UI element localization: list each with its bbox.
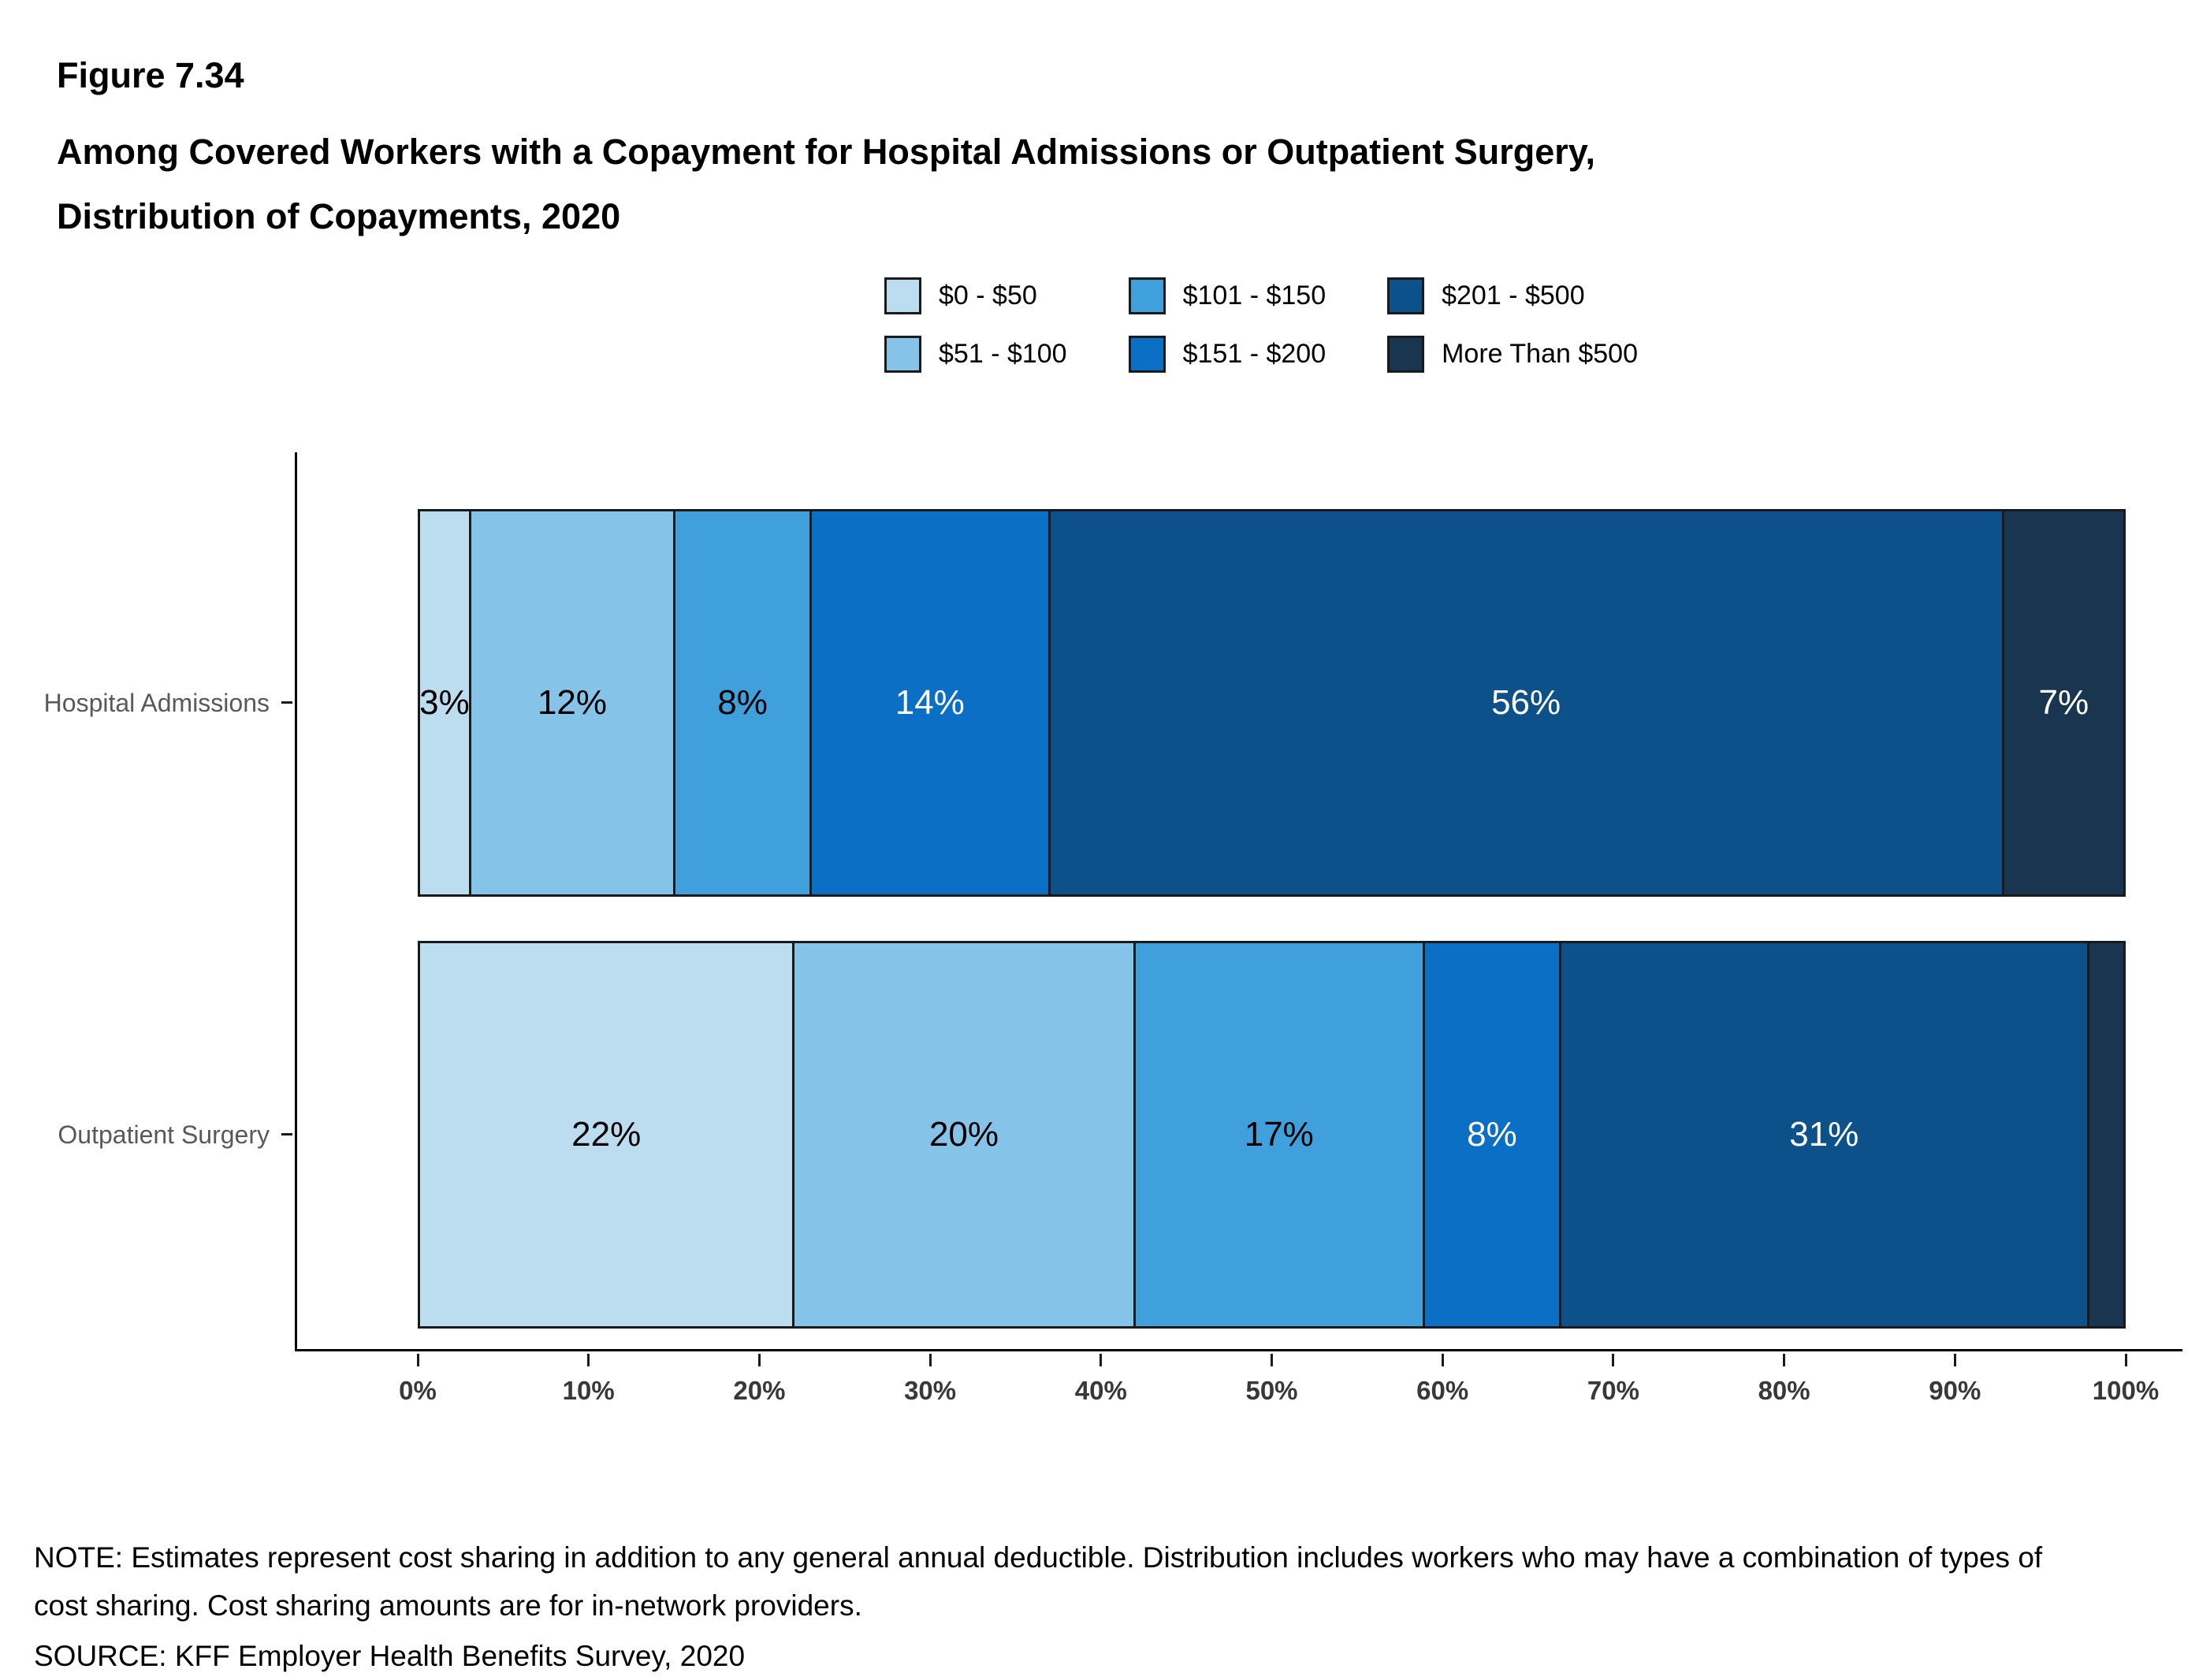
- legend-item: $151 - $200: [1128, 336, 1326, 373]
- x-axis-tick: [757, 1354, 761, 1366]
- y-axis-label: Hospital Admissions: [43, 689, 270, 717]
- x-axis-tick-label: 70%: [1587, 1376, 1639, 1405]
- x-axis-tick: [1953, 1354, 1956, 1366]
- figure-number: Figure 7.34: [57, 55, 244, 95]
- x-axis-tick-label: 50%: [1245, 1376, 1298, 1405]
- segment-value-label: 31%: [1789, 1115, 1859, 1154]
- x-axis-tick: [928, 1354, 932, 1366]
- footnotes: NOTE: Estimates represent cost sharing i…: [34, 1533, 2067, 1680]
- legend-item: More Than $500: [1387, 336, 1638, 373]
- figure-title-line-1: Among Covered Workers with a Copayment f…: [57, 132, 1595, 172]
- y-axis-label: Outpatient Surgery: [58, 1121, 270, 1149]
- y-axis-tick: [281, 1133, 292, 1135]
- bar-segment: 12%: [471, 511, 676, 894]
- source-text: SOURCE: KFF Employer Health Benefits Sur…: [34, 1640, 746, 1672]
- figure-header: Figure 7.34 Among Covered Workers with a…: [57, 55, 1595, 249]
- bar-outpatient-surgery: 22% 20% 17% 8% 31%: [418, 941, 2126, 1329]
- segment-value-label: 56%: [1491, 683, 1561, 722]
- x-axis-tick-label: 90%: [1929, 1376, 1981, 1405]
- note-text: NOTE: Estimates represent cost sharing i…: [34, 1541, 2043, 1622]
- legend-item: $0 - $50: [884, 277, 1067, 314]
- bar-hospital-admissions: 3% 12% 8% 14% 56% 7%: [418, 509, 2126, 897]
- x-axis-tick-label: 0%: [399, 1376, 437, 1405]
- bar-segment: 56%: [1050, 511, 2004, 894]
- legend-label: $201 - $500: [1442, 281, 1585, 310]
- bar-segment: 14%: [812, 511, 1051, 894]
- bar-segment: 8%: [675, 511, 813, 894]
- bar-segment: 3%: [419, 511, 471, 894]
- segment-value-label: 20%: [928, 1115, 999, 1154]
- legend-label: $151 - $200: [1182, 339, 1326, 369]
- segment-value-label: 8%: [717, 683, 768, 722]
- legend-label: More Than $500: [1442, 339, 1638, 369]
- legend-swatch: [1128, 277, 1166, 314]
- x-axis-tick: [416, 1354, 419, 1366]
- x-axis-tick: [1271, 1354, 1273, 1366]
- bar-segment: 20%: [794, 943, 1136, 1326]
- segment-value-label: 14%: [895, 683, 965, 722]
- bar-segment: 31%: [1561, 943, 2089, 1326]
- x-axis-tick-label: 100%: [2092, 1376, 2160, 1405]
- legend-item: $101 - $150: [1128, 277, 1326, 314]
- bar-segment: 17%: [1135, 943, 1425, 1326]
- segment-value-label: 8%: [1467, 1115, 1517, 1154]
- x-axis-tick-label: 20%: [733, 1376, 786, 1405]
- legend-swatch: [1387, 336, 1425, 373]
- figure-title: Among Covered Workers with a Copayment f…: [57, 120, 1595, 249]
- figure-title-line-2: Distribution of Copayments, 2020: [57, 196, 621, 236]
- legend-swatch: [1128, 336, 1166, 373]
- legend-label: $101 - $150: [1182, 281, 1326, 310]
- x-axis-tick: [1441, 1354, 1444, 1366]
- legend: $0 - $50 $51 - $100 $101 - $150 $151 - $200…: [884, 277, 1638, 373]
- legend-swatch: [884, 277, 922, 314]
- stacked-bar-chart: 3% 12% 8% 14% 56% 7% 22% 20% 17% 8% 31% 0% 10% 20% 30%…: [0, 452, 2199, 1516]
- bar-segment: 7%: [2004, 511, 2123, 894]
- legend-item: $51 - $100: [884, 336, 1067, 373]
- x-axis-tick-label: 30%: [904, 1376, 957, 1405]
- y-axis-tick: [281, 701, 292, 704]
- x-axis-tick: [2124, 1354, 2127, 1366]
- x-axis-tick-label: 80%: [1758, 1376, 1810, 1405]
- segment-value-label: 22%: [571, 1115, 642, 1154]
- segment-value-label: 7%: [2038, 683, 2089, 722]
- x-axis-tick: [1783, 1354, 1786, 1366]
- bar-segment: 8%: [1424, 943, 1561, 1326]
- segment-value-label: 12%: [537, 683, 608, 722]
- x-axis-tick: [587, 1354, 590, 1366]
- x-axis-tick: [1612, 1354, 1615, 1366]
- legend-swatch: [884, 336, 922, 373]
- x-axis-tick-label: 60%: [1416, 1376, 1469, 1405]
- bar-segment: 22%: [420, 943, 795, 1326]
- segment-value-label: 17%: [1244, 1115, 1314, 1154]
- x-axis-tick-label: 40%: [1074, 1376, 1127, 1405]
- bar-segment: [2089, 943, 2123, 1326]
- legend-swatch: [1387, 277, 1425, 314]
- legend-label: $0 - $50: [939, 281, 1037, 310]
- legend-label: $51 - $100: [939, 339, 1067, 369]
- legend-item: $201 - $500: [1387, 277, 1638, 314]
- x-axis-tick-label: 10%: [562, 1376, 615, 1405]
- plot-panel: 3% 12% 8% 14% 56% 7% 22% 20% 17% 8% 31% 0% 10% 20% 30%…: [295, 452, 2182, 1405]
- segment-value-label: 3%: [419, 683, 470, 722]
- x-axis-tick: [1100, 1354, 1103, 1366]
